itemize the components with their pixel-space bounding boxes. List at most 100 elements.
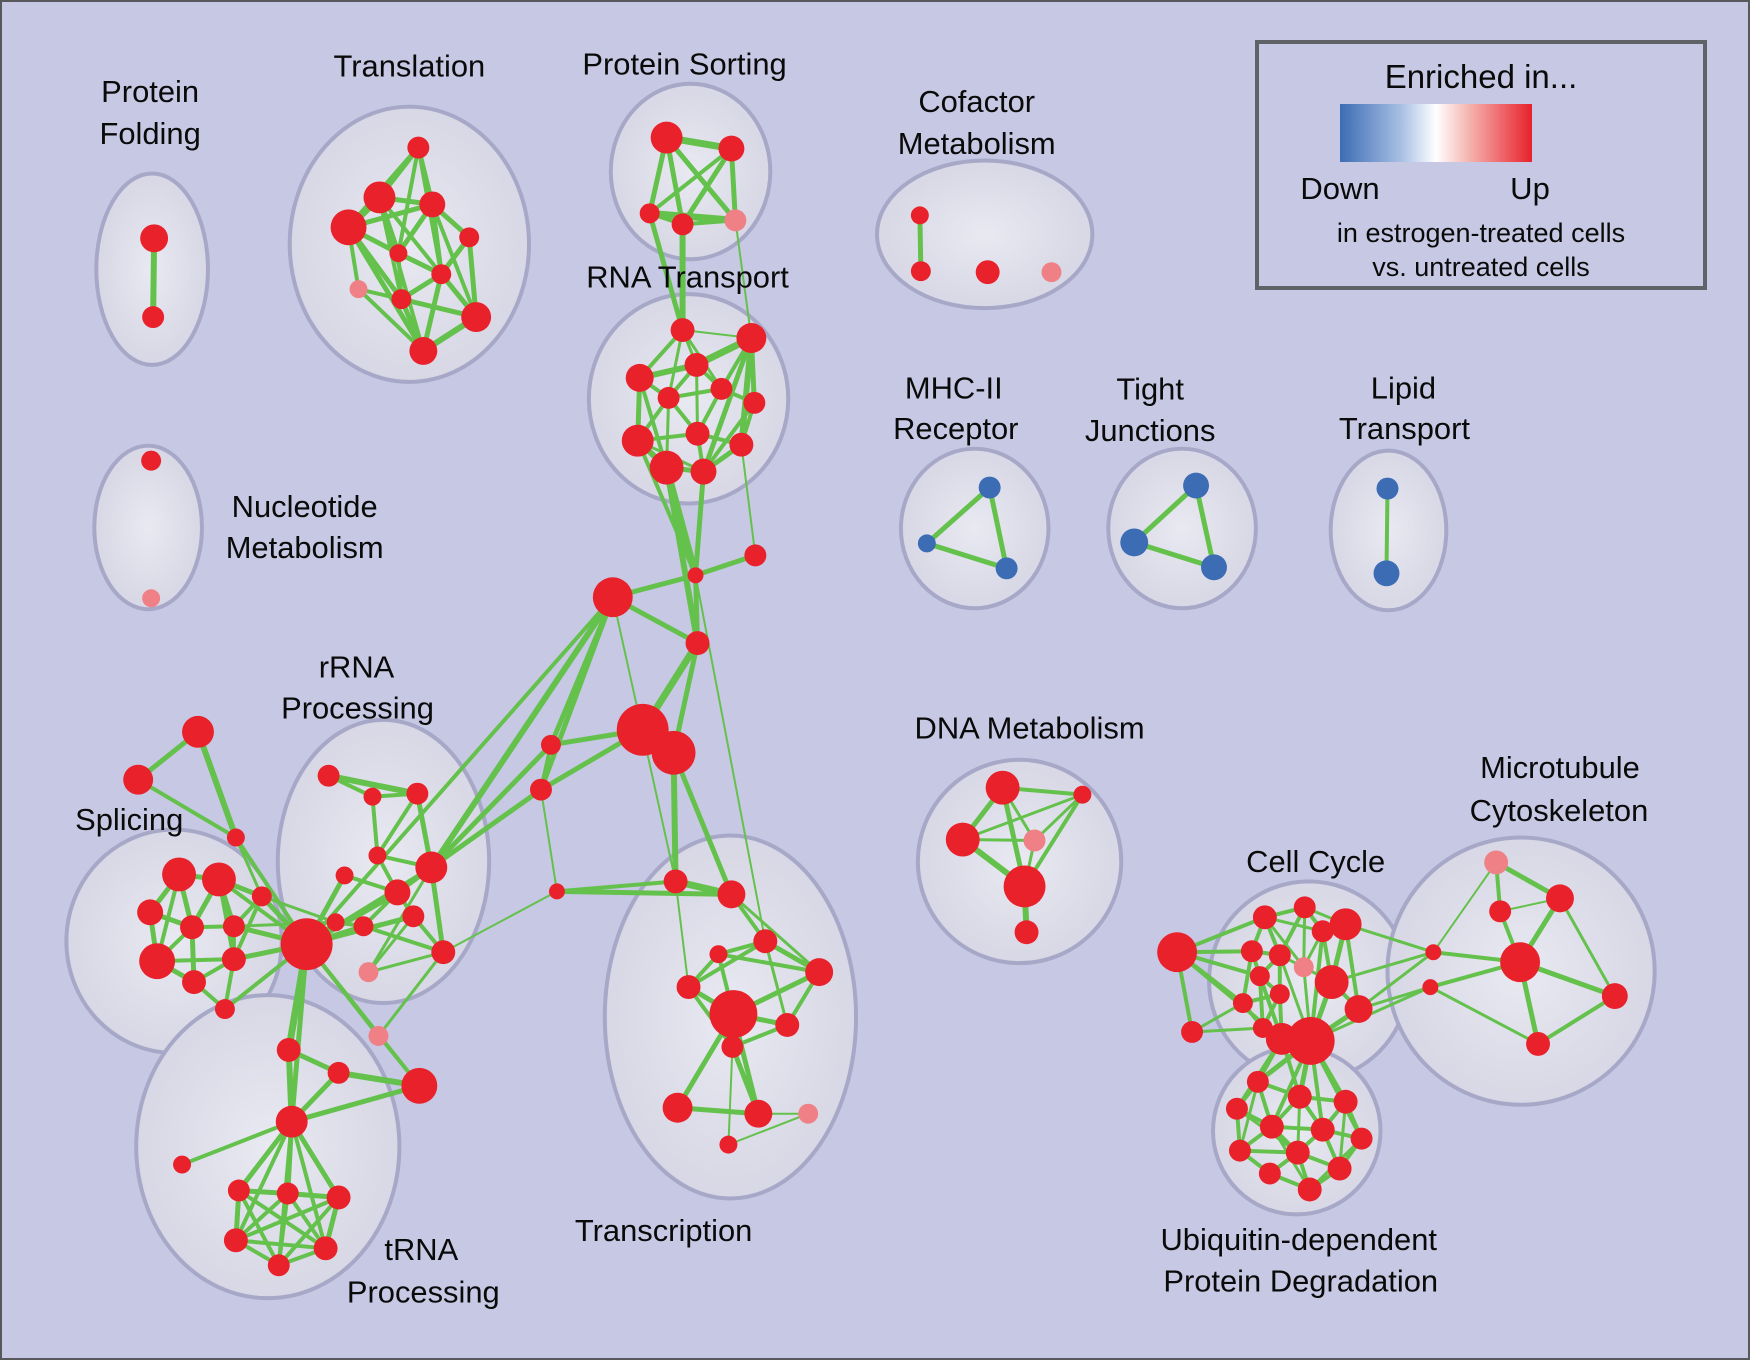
network-edge-rr3-rr6 bbox=[375, 791, 420, 858]
network-node-u3 bbox=[1333, 1089, 1358, 1114]
network-node-d2 bbox=[1073, 785, 1092, 804]
network-node-mt7 bbox=[1526, 1031, 1551, 1056]
network-node-t6 bbox=[389, 244, 408, 263]
network-node-t5 bbox=[459, 227, 480, 248]
network-node-tnb bbox=[401, 1067, 438, 1104]
cluster-label-cofactor-metabolism-0: Cofactor bbox=[918, 84, 1035, 119]
network-edge-p1-p5 bbox=[664, 135, 738, 223]
cluster-label-rrna-processing-1: Processing bbox=[281, 690, 434, 725]
network-edge-mt1-mt4 bbox=[1432, 861, 1498, 954]
network-node-d6 bbox=[1014, 920, 1039, 945]
network-node-tx2 bbox=[717, 880, 746, 909]
network-edge-r2-r12 bbox=[701, 335, 754, 475]
network-edge-r10-cn2 bbox=[740, 443, 757, 557]
network-node-ccb2 bbox=[1265, 1022, 1298, 1055]
legend-caption-line1: in estrogen-treated cells bbox=[1336, 218, 1626, 248]
cluster-label-tight-junctions-1: Junctions bbox=[1085, 413, 1216, 448]
network-node-tx13 bbox=[719, 1135, 738, 1154]
network-edge-rr13-pk1 bbox=[366, 950, 445, 974]
network-edge-hub0-cn3 bbox=[304, 595, 615, 947]
network-node-tx4 bbox=[709, 945, 728, 964]
network-edge-tx3-tx8 bbox=[763, 939, 789, 1027]
network-node-u2 bbox=[1287, 1084, 1312, 1109]
network-edge-c3-c6 bbox=[276, 1195, 341, 1268]
network-node-s5 bbox=[222, 915, 245, 938]
network-node-mh1 bbox=[978, 476, 1001, 499]
network-edge-tj1-tj3 bbox=[1193, 483, 1217, 570]
network-node-r3 bbox=[684, 352, 709, 377]
network-node-tx3 bbox=[753, 929, 778, 954]
network-node-u11 bbox=[1258, 1162, 1281, 1185]
network-node-o2 bbox=[123, 764, 154, 795]
network-node-u6 bbox=[1310, 1117, 1335, 1142]
network-node-s2 bbox=[201, 862, 236, 897]
cluster-label-translation-0: Translation bbox=[334, 48, 486, 83]
network-edge-rr12-rr13 bbox=[361, 924, 446, 955]
network-node-pf2 bbox=[142, 306, 165, 329]
network-node-rr4 bbox=[540, 734, 561, 755]
network-edge-hub0-hub1 bbox=[289, 941, 310, 1125]
network-node-tx8 bbox=[775, 1013, 800, 1037]
network-node-tx7 bbox=[709, 990, 758, 1038]
network-node-tn1 bbox=[327, 1061, 350, 1084]
network-edge-rr5-rr14 bbox=[539, 788, 558, 893]
network-edge-c3-c4 bbox=[233, 1195, 341, 1243]
node-layer bbox=[123, 121, 1628, 1277]
network-edge-mt2-mt6 bbox=[1558, 896, 1617, 998]
network-edge-r2-r10 bbox=[738, 335, 755, 448]
network-edge-rr13-pk2 bbox=[376, 950, 445, 1038]
cluster-cofactor-metabolism bbox=[875, 158, 1095, 311]
network-node-rr8 bbox=[415, 851, 448, 884]
network-node-mt5 bbox=[1422, 979, 1439, 996]
network-node-cf4 bbox=[1041, 262, 1062, 283]
cluster-label-lipid-transport-0: Lipid bbox=[1371, 370, 1436, 405]
network-node-p5 bbox=[724, 209, 747, 232]
network-edge-s6-rr11 bbox=[260, 894, 338, 924]
network-node-nm1 bbox=[141, 450, 162, 471]
network-node-ccb1 bbox=[1286, 1017, 1335, 1065]
cluster-label-dna-metabolism-0: DNA Metabolism bbox=[915, 710, 1145, 745]
network-node-cc6 bbox=[1249, 966, 1270, 987]
network-node-rr6 bbox=[368, 846, 387, 865]
network-node-cc7 bbox=[1329, 908, 1362, 941]
cluster-trna-processing bbox=[134, 993, 402, 1301]
network-edge-rr4-rr8 bbox=[428, 742, 554, 870]
network-node-ex1 bbox=[1157, 932, 1198, 973]
network-node-mtb bbox=[1500, 942, 1541, 983]
network-edge-rr2-rr6 bbox=[370, 794, 380, 858]
network-node-rr3 bbox=[406, 782, 429, 805]
network-node-u8 bbox=[1228, 1139, 1251, 1162]
cluster-label-lipid-transport-1: Transport bbox=[1339, 411, 1470, 446]
network-node-tx5 bbox=[805, 958, 834, 987]
network-node-mt2 bbox=[1546, 884, 1574, 913]
network-node-c6 bbox=[267, 1254, 290, 1277]
network-node-c5 bbox=[313, 1236, 338, 1261]
network-node-cn3 bbox=[592, 577, 633, 618]
network-node-u4 bbox=[1225, 1097, 1248, 1120]
network-node-s4 bbox=[180, 915, 204, 940]
network-node-r10 bbox=[729, 432, 754, 457]
cluster-label-microtubule-cytoskeleton-1: Cytoskeleton bbox=[1470, 793, 1649, 828]
network-edge-p5-r2 bbox=[734, 219, 753, 340]
network-edge-r9-cn1 bbox=[635, 438, 698, 578]
label-layer: Protein Folding Translation Protein Sorting… bbox=[75, 46, 1648, 1309]
network-node-nm2 bbox=[142, 589, 161, 608]
network-edge-rr1-rr3 bbox=[325, 772, 421, 797]
network-edge-c2-c6 bbox=[276, 1191, 290, 1268]
network-node-t3 bbox=[419, 191, 446, 218]
legend-caption-line2: vs. untreated cells bbox=[1372, 252, 1590, 282]
network-node-d4 bbox=[1023, 829, 1046, 852]
network-node-t10 bbox=[461, 302, 492, 333]
network-node-cc5 bbox=[1293, 957, 1314, 978]
network-node-t7 bbox=[431, 264, 452, 285]
network-node-u1 bbox=[1246, 1070, 1269, 1093]
cluster-protein-sorting bbox=[608, 81, 773, 262]
network-node-rr1 bbox=[317, 764, 340, 787]
network-edge-d2-d3 bbox=[961, 793, 1084, 842]
network-node-s9 bbox=[182, 970, 206, 995]
network-node-u7 bbox=[1350, 1127, 1373, 1150]
network-edge-rr8-pk1 bbox=[366, 865, 433, 974]
network-node-tx11 bbox=[744, 1099, 773, 1128]
network-edge-cc11-mt4 bbox=[1330, 950, 1435, 984]
